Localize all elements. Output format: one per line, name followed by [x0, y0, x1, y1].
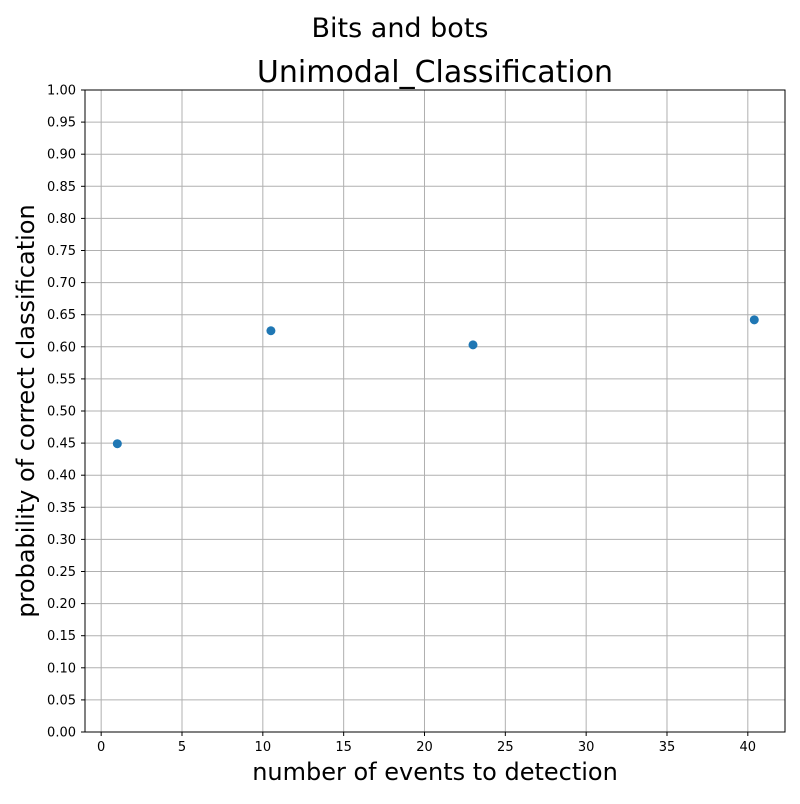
- y-tick-label: 0.40: [47, 469, 76, 484]
- y-tick-label: 0.35: [47, 501, 76, 516]
- y-tick-label: 0.85: [47, 180, 76, 195]
- axis-ticks: 0 5 10 15 20 25 30 35 40 0.00 0.05 0.10 0.15 0.20 0.25…: [47, 84, 756, 756]
- y-tick-label: 1.00: [47, 84, 76, 99]
- scatter-point: [468, 340, 478, 350]
- y-tick-label: 0.70: [47, 276, 76, 291]
- x-axis-label: number of events to detection: [252, 758, 618, 786]
- y-tick-label: 0.15: [47, 629, 76, 644]
- y-tick-label: 0.80: [47, 212, 76, 227]
- y-tick-label: 0.90: [47, 148, 76, 163]
- y-tick-label: 0.10: [47, 661, 76, 676]
- y-tick-label: 0.95: [47, 116, 76, 131]
- y-axis-label: probability of correct classification: [12, 204, 40, 617]
- y-tick-label: 0.50: [47, 405, 76, 420]
- x-tick-label: 10: [255, 740, 272, 755]
- x-tick-label: 0: [97, 740, 105, 755]
- y-tick-label: 0.20: [47, 597, 76, 612]
- y-tick-label: 0.30: [47, 533, 76, 548]
- x-tick-label: 30: [578, 740, 595, 755]
- grid-lines: [85, 89, 785, 733]
- x-tick-label: 20: [416, 740, 433, 755]
- scatter-point: [266, 326, 276, 336]
- data-points: [112, 315, 759, 449]
- scatter-point: [749, 315, 759, 325]
- x-tick-label: 15: [335, 740, 352, 755]
- x-tick-label: 40: [740, 740, 757, 755]
- y-tick-label: 0.75: [47, 244, 76, 259]
- chart-title: Unimodal_Classification: [257, 55, 613, 90]
- y-tick-label: 0.00: [47, 726, 76, 741]
- y-tick-label: 0.65: [47, 308, 76, 323]
- x-tick-label: 5: [178, 740, 186, 755]
- y-tick-label: 0.05: [47, 693, 76, 708]
- scatter-point: [112, 439, 122, 449]
- y-tick-label: 0.25: [47, 565, 76, 580]
- figure-suptitle: Bits and bots: [312, 13, 489, 44]
- y-tick-label: 0.45: [47, 437, 76, 452]
- x-tick-label: 35: [659, 740, 676, 755]
- y-tick-label: 0.55: [47, 372, 76, 387]
- x-tick-label: 25: [497, 740, 514, 755]
- y-tick-label: 0.60: [47, 340, 76, 355]
